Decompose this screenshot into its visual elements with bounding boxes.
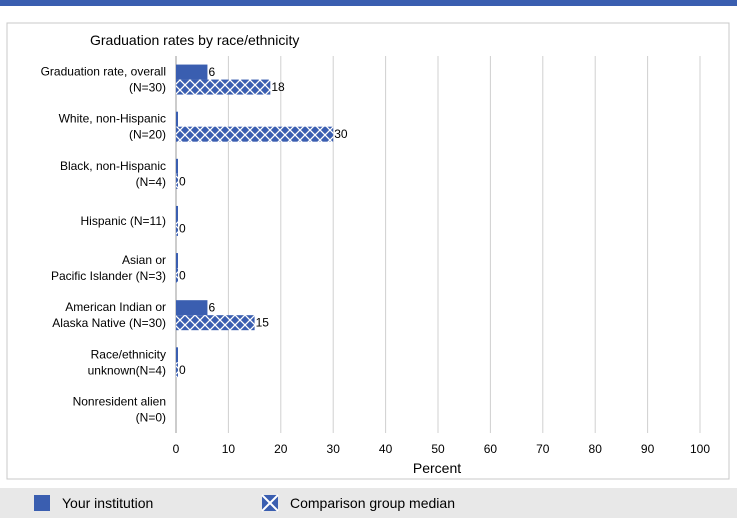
bar-comparison-median — [176, 362, 178, 378]
x-tick-label: 10 — [222, 442, 236, 456]
bar-your-institution — [176, 111, 178, 127]
legend-label: Comparison group median — [290, 495, 455, 511]
x-tick-label: 20 — [274, 442, 288, 456]
data-label: 30 — [334, 127, 348, 141]
data-label: 0 — [179, 174, 186, 188]
category-label: Asian or Pacific Islander (N=3) — [51, 253, 166, 283]
data-label: 6 — [208, 301, 215, 315]
category-label: Black, non-Hispanic (N=4) — [60, 159, 166, 189]
legend-label: Your institution — [62, 495, 153, 511]
bar-your-institution — [176, 253, 178, 269]
x-tick-label: 60 — [484, 442, 498, 456]
data-label: 18 — [271, 80, 285, 94]
legend-swatch-hatch — [261, 494, 279, 512]
bars — [176, 64, 334, 378]
bar-comparison-median — [176, 79, 271, 95]
legend-band — [0, 488, 737, 518]
category-label: White, non-Hispanic (N=20) — [59, 112, 166, 142]
data-labels: 6 18 30 0 0 0 6 15 0 — [179, 65, 348, 377]
x-tick-label: 50 — [431, 442, 445, 456]
x-tick-label: 30 — [327, 442, 341, 456]
category-label: Nonresident alien (N=0) — [73, 394, 166, 424]
bar-comparison-median — [176, 126, 334, 142]
bar-your-institution — [176, 158, 178, 174]
x-tick-label: 70 — [536, 442, 550, 456]
top-accent-band — [0, 0, 737, 6]
chart-title: Graduation rates by race/ethnicity — [90, 32, 299, 48]
x-axis-title: Percent — [413, 460, 461, 476]
bar-comparison-median — [176, 220, 178, 236]
bar-comparison-median — [176, 173, 178, 189]
bar-comparison-median — [176, 268, 178, 284]
plot-frame — [6, 22, 730, 480]
data-label: 6 — [208, 65, 215, 79]
bar-your-institution — [176, 64, 208, 80]
legend: Your institution Comparison group median — [34, 494, 455, 512]
x-tick-label: 100 — [690, 442, 710, 456]
x-tick-label: 40 — [379, 442, 393, 456]
category-label: Race/ethnicity unknown(N=4) — [88, 347, 166, 377]
gridlines — [175, 56, 701, 433]
data-label: 0 — [179, 363, 186, 377]
category-label: American Indian or Alaska Native (N=30) — [52, 300, 166, 330]
x-tick-labels: 0 10 20 30 40 50 60 70 80 90 100 — [173, 442, 711, 456]
category-labels: Graduation rate, overall (N=30) White, non… — [41, 65, 166, 425]
x-tick-label: 90 — [641, 442, 655, 456]
bar-comparison-median — [176, 315, 255, 331]
legend-swatch-institution — [34, 495, 50, 511]
data-label: 0 — [179, 221, 186, 235]
bar-your-institution — [176, 300, 208, 316]
category-label: Graduation rate, overall (N=30) — [41, 65, 166, 95]
category-label: Hispanic (N=11) — [81, 214, 166, 228]
bar-your-institution — [176, 347, 178, 363]
x-tick-label: 80 — [589, 442, 603, 456]
x-tick-label: 0 — [173, 442, 180, 456]
data-label: 15 — [256, 316, 270, 330]
data-label: 0 — [179, 269, 186, 283]
bar-your-institution — [176, 205, 178, 221]
